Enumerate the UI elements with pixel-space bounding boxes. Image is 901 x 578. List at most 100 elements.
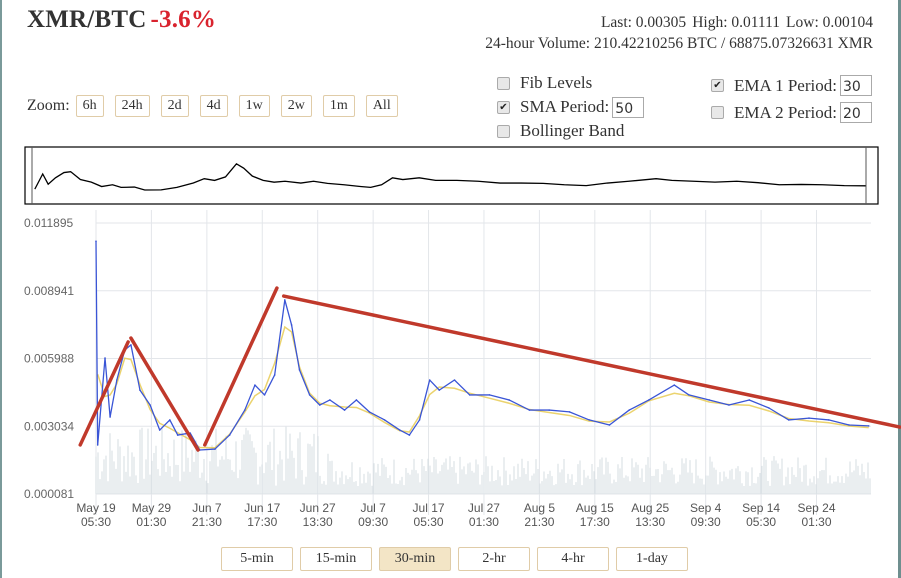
zoom-1w-button[interactable]: 1w — [238, 95, 270, 117]
data-point — [214, 448, 216, 450]
data-point — [95, 240, 97, 243]
data-point — [104, 357, 106, 359]
data-point — [673, 384, 676, 386]
ema1-period-input[interactable]: 30 — [839, 75, 872, 96]
data-point — [748, 399, 751, 401]
zoom-24h-button[interactable]: 24h — [114, 95, 150, 117]
y-tick-label: 0.008941 — [24, 284, 74, 298]
x-tick-label: 09:30 — [691, 515, 721, 529]
data-point — [568, 411, 571, 413]
change-percent: -3.6% — [150, 6, 217, 33]
data-point — [116, 379, 118, 381]
zoom-2w-button[interactable]: 2w — [280, 95, 312, 117]
x-tick-label: 01:30 — [801, 515, 831, 529]
y-axis: 0.011895 0.008941 0.005988 0.003034 0.000081 — [24, 216, 74, 501]
data-point — [298, 369, 301, 371]
ema1-checkbox[interactable]: ✔ — [711, 79, 724, 92]
x-tick-label: Jun 17 — [244, 501, 280, 515]
last-price: Last: 0.00305 — [600, 14, 687, 31]
x-tick-label: Aug 15 — [576, 501, 614, 515]
sma-checkbox[interactable]: ✔ — [497, 100, 510, 114]
x-tick-label: Sep 24 — [797, 501, 835, 515]
ema1-label: EMA 1 Period: — [734, 75, 837, 95]
period-15min-button[interactable]: 15-min — [300, 547, 372, 571]
period-30min-button[interactable]: 30-min — [379, 547, 451, 571]
x-tick-label: Jul 7 — [360, 501, 386, 515]
zoom-2d-button[interactable]: 2d — [160, 95, 189, 117]
low-price: Low: 0.00104 — [786, 14, 873, 31]
period-5min-button[interactable]: 5-min — [221, 547, 293, 571]
indicator-options-right: ✔ EMA 1 Period: 30 EMA 2 Period: 20 — [711, 72, 872, 126]
data-point — [399, 429, 401, 431]
data-point — [608, 424, 611, 426]
bollinger-checkbox[interactable] — [497, 124, 510, 138]
data-point — [408, 434, 411, 436]
x-tick-label: 05:30 — [81, 515, 111, 529]
window-edge-right — [898, 0, 901, 578]
data-point — [130, 344, 132, 346]
data-point — [284, 299, 286, 301]
data-point — [176, 434, 179, 436]
zoom-all-button[interactable]: All — [365, 95, 398, 117]
data-point — [867, 425, 870, 427]
x-tick-label: 13:30 — [303, 515, 333, 529]
data-point — [488, 394, 491, 396]
x-tick-label: Jul 17 — [413, 501, 445, 515]
series-layer — [95, 240, 870, 451]
navigator-series — [34, 162, 866, 191]
x-tick-label: 21:30 — [524, 515, 554, 529]
navigator[interactable] — [24, 146, 879, 205]
data-point — [468, 394, 471, 396]
price-chart[interactable]: 0.011895 0.008941 0.005988 0.003034 0.000081… — [0, 0, 901, 545]
zoom-4d-button[interactable]: 4d — [199, 95, 228, 117]
data-point — [290, 324, 293, 326]
ema2-label: EMA 2 Period: — [734, 102, 837, 122]
page-title: XMR/BTC -3.6% — [27, 6, 216, 34]
trendline — [281, 294, 901, 429]
zoom-controls: Zoom: 6h 24h 2d 4d 1w 2w 1m All — [27, 95, 409, 117]
trendline — [78, 340, 130, 447]
x-tick-label: Sep 14 — [742, 501, 780, 515]
zoom-6h-button[interactable]: 6h — [75, 95, 104, 117]
x-tick-label: 01:30 — [469, 515, 499, 529]
x-tick-label: Aug 25 — [631, 501, 669, 515]
x-tick-label: Jun 27 — [300, 501, 336, 515]
data-point — [648, 399, 650, 401]
data-point — [528, 409, 531, 411]
volume-24h: 24-hour Volume: 210.42210256 BTC / 68875… — [485, 35, 873, 52]
indicator-options-left: Fib Levels ✔ SMA Period: 50 Bollinger Band — [497, 71, 645, 143]
period-selector: 5-min 15-min 30-min 2-hr 4-hr 1-day — [221, 547, 695, 571]
data-point — [827, 419, 830, 421]
window-edge-left — [0, 0, 2, 578]
data-point — [428, 379, 431, 381]
period-1day-button[interactable]: 1-day — [616, 547, 688, 571]
zoom-1m-button[interactable]: 1m — [322, 95, 355, 117]
x-tick-label: Jun 7 — [192, 501, 222, 515]
sma-period-input[interactable]: 50 — [612, 96, 645, 118]
high-price: High: 0.01111 — [692, 14, 781, 31]
data-point — [383, 419, 386, 421]
x-tick-label: Aug 5 — [524, 501, 556, 515]
x-tick-label: 01:30 — [136, 515, 166, 529]
trendline — [129, 336, 200, 452]
fib-levels-checkbox[interactable] — [497, 76, 510, 90]
data-point — [149, 404, 151, 406]
fib-levels-label: Fib Levels — [520, 73, 593, 92]
data-point — [508, 399, 510, 401]
x-tick-label: 17:30 — [247, 515, 277, 529]
data-point — [169, 419, 171, 421]
y-tick-label: 0.003034 — [24, 419, 74, 433]
y-tick-label: 0.000081 — [24, 487, 74, 501]
volume-bars — [95, 426, 871, 494]
data-point — [308, 394, 311, 396]
data-point — [808, 417, 810, 419]
data-point — [318, 404, 321, 406]
period-4hr-button[interactable]: 4-hr — [537, 547, 609, 571]
data-point — [355, 399, 358, 401]
ema2-checkbox[interactable] — [711, 106, 724, 119]
sma-label: SMA Period: — [520, 97, 610, 116]
ema2-period-input[interactable]: 20 — [839, 102, 872, 123]
data-point — [158, 429, 161, 431]
period-2hr-button[interactable]: 2-hr — [458, 547, 530, 571]
